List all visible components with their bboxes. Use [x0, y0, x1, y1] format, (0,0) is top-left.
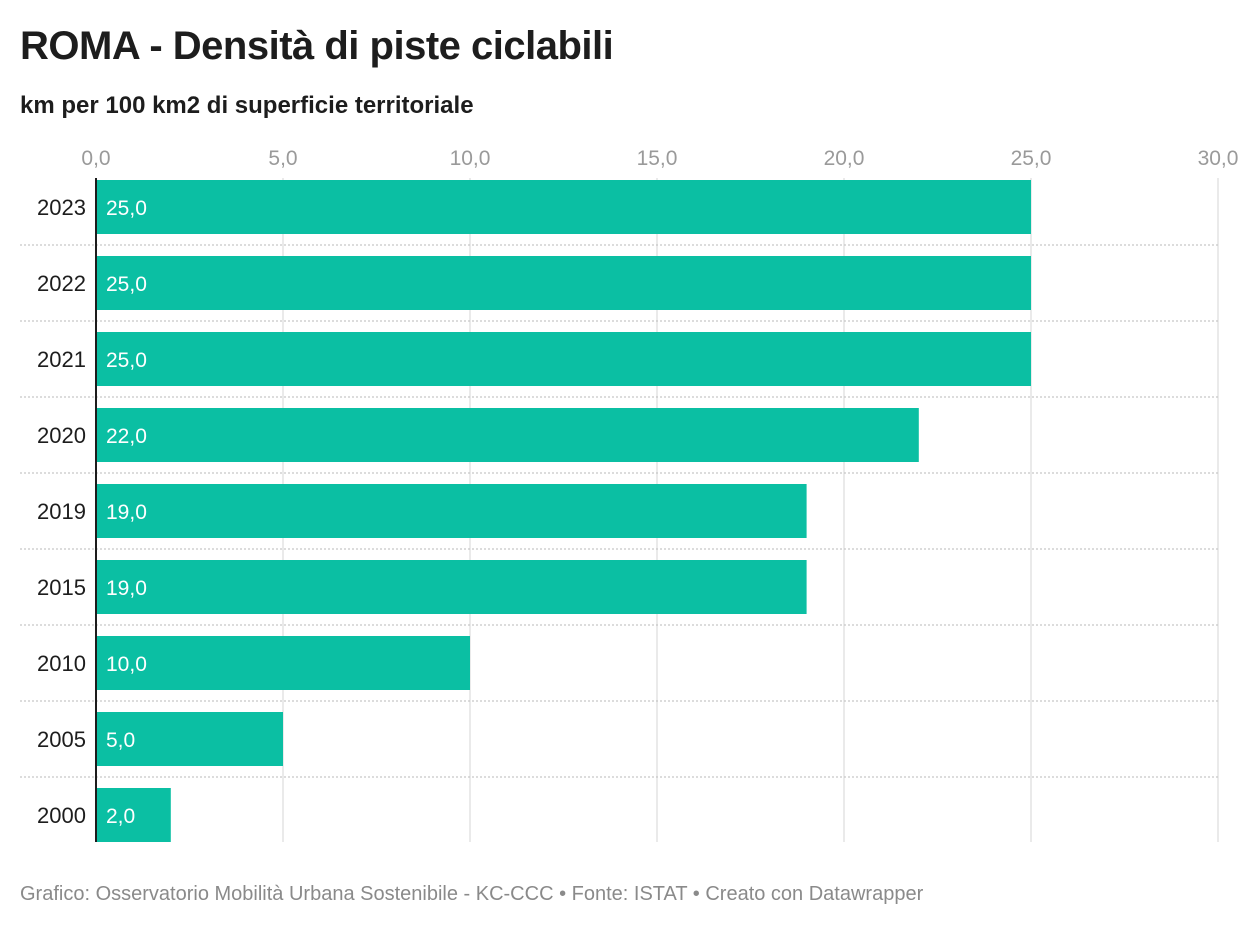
chart-title: ROMA - Densità di piste ciclabili — [20, 24, 614, 68]
data-label: 25,0 — [106, 197, 147, 220]
data-label: 19,0 — [106, 501, 147, 524]
data-label: 22,0 — [106, 425, 147, 448]
category-label: 2020 — [37, 423, 86, 448]
x-tick-label: 0,0 — [81, 147, 110, 170]
data-label: 10,0 — [106, 653, 147, 676]
category-label: 2005 — [37, 727, 86, 752]
data-label: 2,0 — [106, 805, 135, 828]
x-tick-label: 5,0 — [268, 147, 297, 170]
category-label: 2000 — [37, 803, 86, 828]
x-tick-label: 10,0 — [450, 147, 491, 170]
x-tick-label: 25,0 — [1011, 147, 1052, 170]
bar — [96, 788, 171, 842]
data-label: 25,0 — [106, 273, 147, 296]
category-label: 2022 — [37, 271, 86, 296]
category-label: 2023 — [37, 195, 86, 220]
bar — [96, 560, 807, 614]
bar — [96, 712, 283, 766]
bar — [96, 332, 1031, 386]
data-label: 19,0 — [106, 577, 147, 600]
bar — [96, 636, 470, 690]
category-label: 2021 — [37, 347, 86, 372]
x-tick-label: 15,0 — [637, 147, 678, 170]
x-tick-label: 30,0 — [1198, 147, 1239, 170]
bar — [96, 408, 919, 462]
category-label: 2015 — [37, 575, 86, 600]
x-tick-label: 20,0 — [824, 147, 865, 170]
category-label: 2010 — [37, 651, 86, 676]
bar — [96, 484, 807, 538]
category-label: 2019 — [37, 499, 86, 524]
chart-subtitle: km per 100 km2 di superficie territorial… — [20, 92, 474, 119]
bar — [96, 180, 1031, 234]
data-label: 25,0 — [106, 349, 147, 372]
bar — [96, 256, 1031, 310]
data-label: 5,0 — [106, 729, 135, 752]
chart-footer: Grafico: Osservatorio Mobilità Urbana So… — [20, 883, 924, 905]
